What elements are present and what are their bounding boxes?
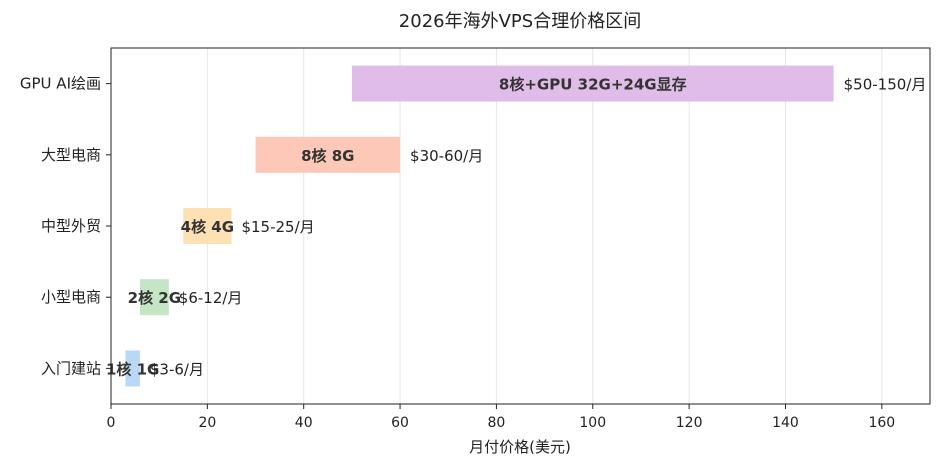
grid-lines (110, 48, 883, 404)
range-bar (139, 279, 169, 316)
bar-labels: 1核 1G$3-6/月 2核 2G$6-12/月 4核 4G $15-25/月 8核 8… (106, 76, 926, 379)
range-bar (351, 65, 834, 102)
x-tick-label: 40 (295, 415, 313, 431)
y-tick-label: 中型外贸 (41, 217, 101, 235)
y-tick-label: 入门建站 (41, 359, 101, 377)
bar-spec-label: 4核 4G (181, 218, 234, 236)
bar-spec-label: 8核 8G (301, 147, 354, 165)
x-tick-label: 60 (391, 415, 409, 431)
x-tick-label: 0 (107, 415, 116, 431)
bar-spec-label: 8核+GPU 32G+24G显存 (499, 76, 687, 94)
bar-price-label: $50-150/月 (844, 76, 927, 94)
range-bar (125, 350, 140, 387)
bar-price-label: $30-60/月 (410, 147, 483, 165)
y-axis: 入门建站 小型电商 中型外贸 大型电商 GPU AI绘画 (20, 75, 111, 377)
bar-price-label: $15-25/月 (241, 218, 314, 236)
x-tick-label: 80 (487, 415, 505, 431)
range-bar (255, 136, 401, 173)
y-tick-label: GPU AI绘画 (20, 75, 101, 93)
bar-price-label: $6-12/月 (179, 289, 243, 307)
x-axis: 0 20 40 60 80 100 120 140 160 (107, 404, 895, 431)
bar-spec-label: 2核 2G (128, 289, 181, 307)
bar-spec-label: 1核 1G (106, 360, 159, 378)
y-tick-label: 大型电商 (41, 146, 101, 164)
x-tick-label: 160 (868, 415, 895, 431)
bar-price-label: $3-6/月 (150, 360, 204, 378)
chart-title: 2026年海外VPS合理价格区间 (399, 11, 641, 32)
range-bar (183, 208, 232, 244)
bars (125, 65, 834, 387)
x-tick-label: 100 (579, 415, 606, 431)
x-axis-label: 月付价格(美元) (469, 438, 571, 456)
x-tick-label: 140 (772, 415, 799, 431)
x-tick-label: 120 (676, 415, 703, 431)
x-tick-label: 20 (198, 415, 216, 431)
y-tick-label: 小型电商 (41, 288, 101, 306)
